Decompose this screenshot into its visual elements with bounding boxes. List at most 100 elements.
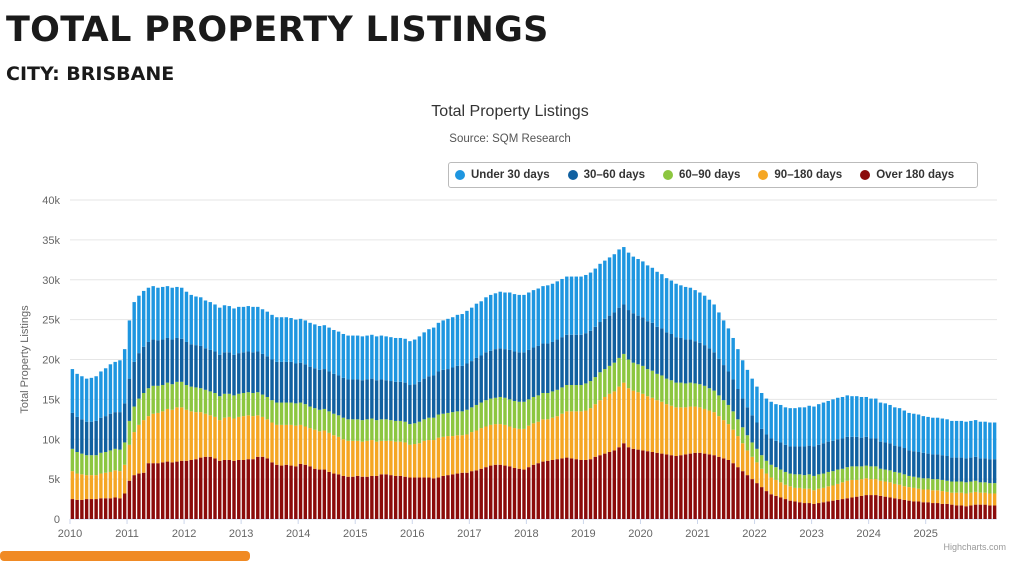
bar-segment [845, 395, 849, 437]
bar-segment [574, 459, 578, 519]
bar-segment [151, 339, 155, 386]
bar-segment [759, 487, 764, 519]
bar-segment [617, 386, 621, 448]
bar-segment [398, 441, 403, 476]
bar-segment [945, 419, 949, 456]
bar-segment [265, 458, 269, 519]
bar-segment [284, 424, 289, 465]
bar-segment [493, 397, 498, 425]
bar-segment [84, 499, 89, 519]
bar-segment [707, 410, 712, 455]
bar-segment [151, 385, 155, 414]
bar-segment [688, 382, 693, 407]
bar-segment [855, 479, 859, 497]
bar-segment [912, 413, 916, 452]
bar-segment [199, 457, 203, 519]
bar-segment [474, 303, 479, 358]
bar-segment [208, 349, 212, 392]
bar-segment [598, 400, 602, 456]
bar-segment [408, 444, 412, 478]
bar-segment [379, 440, 384, 475]
bar-segment [778, 482, 783, 498]
bar-segment [859, 437, 864, 467]
bar-segment [802, 488, 807, 504]
bar-segment [393, 381, 398, 421]
bar-segment [275, 464, 279, 519]
bar-segment [313, 468, 317, 519]
bar-segment [569, 385, 574, 412]
bar-segment [712, 412, 716, 456]
legend-item[interactable]: Under 30 days [455, 169, 550, 181]
bar-segment [992, 505, 997, 519]
bar-segment [836, 483, 840, 500]
bar-segment [327, 432, 331, 472]
bar-segment [170, 287, 174, 340]
bar-segment [731, 337, 735, 380]
bar-segment [698, 384, 702, 408]
bar-segment [902, 448, 907, 475]
bar-segment [527, 399, 531, 426]
bar-segment [379, 379, 384, 420]
bar-segment [622, 247, 626, 305]
bar-segment [674, 337, 678, 383]
bar-segment [826, 486, 830, 502]
bar-segment [156, 287, 160, 341]
legend-marker-icon [663, 170, 674, 180]
bar-segment [70, 499, 75, 519]
bar-segment [408, 424, 412, 445]
bar-segment [237, 416, 241, 460]
bar-segment [384, 474, 388, 519]
bar-segment [351, 335, 355, 380]
bar-segment [874, 438, 878, 467]
legend-item[interactable]: 30–60 days [567, 169, 645, 181]
bar-segment [683, 339, 688, 384]
bar-segment [959, 492, 964, 506]
bar-segment [850, 466, 854, 480]
bar-segment [122, 464, 127, 494]
bar-segment [740, 471, 745, 519]
bar-segment [498, 348, 502, 397]
legend-item[interactable]: Over 180 days [860, 169, 954, 181]
bar-segment [251, 416, 255, 460]
highcharts-credits[interactable]: Highcharts.com [943, 542, 1006, 552]
legend-label: Over 180 days [876, 169, 955, 181]
bar-segment [446, 436, 450, 476]
bar-segment [265, 311, 269, 357]
bar-segment [607, 393, 612, 453]
bar-segment [479, 402, 483, 429]
bar-segment [541, 419, 545, 462]
bar-segment [132, 361, 136, 407]
legend-item[interactable]: 90–180 days [758, 169, 842, 181]
x-tick-label: 2017 [457, 528, 481, 540]
bar-segment [660, 453, 664, 519]
bar-segment [218, 396, 222, 421]
bar-segment [598, 322, 602, 373]
bar-segment [641, 317, 645, 366]
bar-segment [660, 375, 664, 402]
bar-segment [303, 464, 308, 519]
bar-segment [579, 334, 583, 386]
bar-segment [612, 391, 617, 451]
bar-segment [341, 475, 346, 519]
bar-segment [688, 453, 693, 519]
bar-segment [365, 476, 369, 519]
bar-segment [175, 337, 179, 382]
bar-segment [855, 496, 859, 519]
bar-segment [408, 477, 412, 519]
bar-segment [845, 480, 849, 499]
bar-segment [189, 411, 193, 460]
bar-segment [218, 354, 222, 397]
bar-segment [70, 448, 75, 472]
bar-segment [275, 424, 279, 465]
bar-segment [484, 426, 488, 468]
bar-segment [664, 404, 669, 455]
bar-segment [360, 420, 365, 442]
bar-segment [422, 332, 426, 379]
legend-item[interactable]: 60–90 days [663, 169, 740, 181]
bar-segment [170, 384, 174, 410]
bar-segment [769, 494, 773, 519]
bar-segment [574, 276, 578, 335]
x-tick-label: 2024 [856, 528, 880, 540]
bar-segment [89, 499, 94, 519]
bar-segment [935, 454, 940, 480]
